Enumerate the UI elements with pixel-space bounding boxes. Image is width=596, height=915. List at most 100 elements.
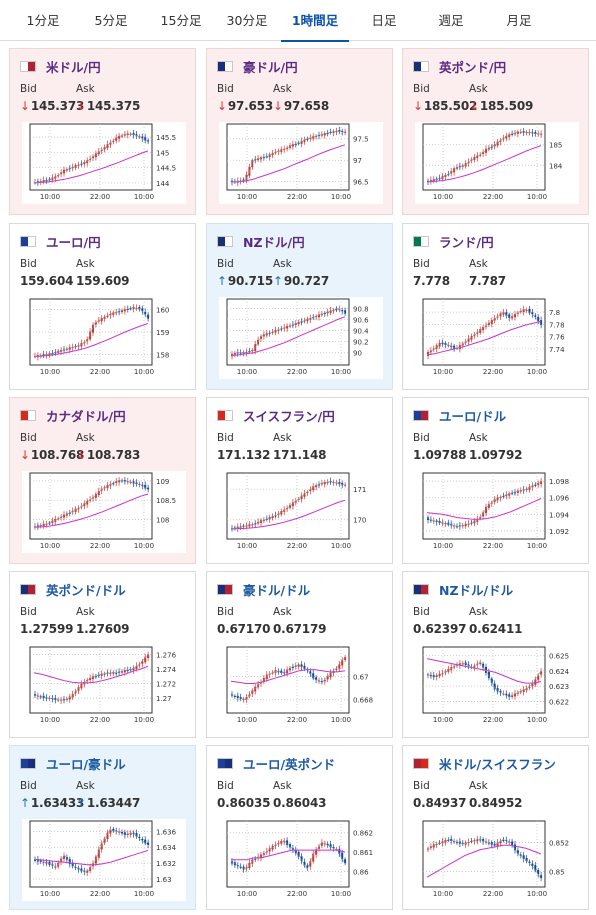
candle-down (138, 836, 141, 839)
currency-card[interactable]: NZドル/円 Bid Ask ↑90.715 ↑90.727 90.8 90.6 9… (206, 223, 393, 390)
candle-up (63, 855, 65, 859)
y-tick-label: 96.5 (353, 179, 369, 187)
currency-card[interactable]: カナダドル/円 Bid Ask ↓108.768 ↓108.783 109 108… (9, 397, 196, 564)
x-tick-label: 10:00 (433, 542, 453, 550)
tab-15min[interactable]: 15分足 (160, 13, 202, 28)
candle-up (476, 519, 479, 522)
bid-value: ↑90.715 (217, 274, 273, 288)
candlestick-chart[interactable]: 145.5 145 144.5 144 10:00 22:00 10:00 (22, 122, 186, 204)
candle-up (80, 683, 83, 689)
currency-card[interactable]: ユーロ/円 Bid Ask 159.604 159.609 160 159 158 1… (9, 223, 196, 390)
y-tick-label: 108.5 (156, 497, 176, 505)
moving-average-line (230, 316, 346, 356)
candle-down (502, 839, 505, 841)
tab-daily[interactable]: 日足 (371, 13, 397, 28)
currency-card[interactable]: 米ドル/円 Bid Ask ↓145.373 ↓145.375 145.5 145… (9, 48, 196, 215)
currency-card[interactable]: 米ドル/スイスフラン Bid Ask 0.84937 0.84952 0.852… (402, 745, 589, 910)
candle-up (499, 497, 502, 499)
candle-down (141, 136, 144, 139)
candlestick-chart[interactable]: 0.852 0.85 10:00 22:00 10:00 (415, 819, 579, 901)
candle-down (294, 143, 297, 145)
candle-up (118, 135, 121, 139)
ask-label: Ask (76, 83, 95, 95)
x-tick-label: 10:00 (527, 716, 547, 724)
candle-up (320, 842, 323, 846)
candle-down (289, 844, 291, 848)
candle-up (86, 870, 89, 873)
candle-up (283, 841, 286, 843)
currency-card[interactable]: 英ポンド/円 Bid Ask ↓185.502 ↓185.509 185 184 1… (402, 48, 589, 215)
y-tick-label: 1.272 (156, 681, 176, 689)
tab-30min[interactable]: 30分足 (226, 13, 268, 28)
candle-up (335, 130, 338, 133)
candle-up (100, 149, 103, 151)
candlestick-chart[interactable]: 109 108.5 108 10:00 22:00 10:00 (22, 471, 186, 553)
chart-canvas: 185 184 10:00 22:00 10:00 (422, 123, 563, 201)
candlestick-chart[interactable]: 1.636 1.634 1.632 1.63 10:00 22:00 10:00 (22, 819, 186, 901)
currency-card[interactable]: ユーロ/豪ドル Bid Ask ↑1.63433 ↑1.63447 1.636 1… (9, 745, 196, 910)
currency-card[interactable]: ユーロ/英ポンド Bid Ask 0.86035 0.86043 0.862 0.… (206, 745, 393, 910)
candle-down (74, 866, 77, 868)
candle-up (320, 134, 323, 136)
flag-eu-jp-icon (20, 235, 36, 247)
candle-down (344, 310, 347, 314)
candle-down (141, 484, 144, 486)
candle-up (487, 504, 490, 508)
candle-up (338, 664, 341, 669)
moving-average-line (231, 144, 346, 183)
tab-monthly[interactable]: 月足 (506, 13, 532, 28)
candle-up (432, 520, 435, 522)
candle-down (493, 683, 496, 690)
x-tick-label: 10:00 (527, 368, 547, 376)
x-tick-label: 10:00 (527, 890, 547, 898)
candlestick-chart[interactable]: 1.098 1.096 1.094 1.092 10:00 22:00 10:00 (415, 471, 579, 553)
tab-1min[interactable]: 1分足 (26, 13, 60, 28)
candle-down (297, 143, 300, 145)
currency-card[interactable]: 豪ドル/円 Bid Ask ↓97.653 ↓97.658 97.5 97 96.5… (206, 48, 393, 215)
x-tick-label: 10:00 (433, 193, 453, 201)
candlestick-chart[interactable]: 0.862 0.861 0.86 10:00 22:00 10:00 (219, 819, 383, 901)
candle-up (309, 137, 312, 139)
candle-up (123, 309, 126, 312)
ask-label: Ask (469, 83, 488, 95)
y-tick-label: 0.624 (549, 668, 570, 676)
x-tick-label: 22:00 (483, 542, 503, 550)
candlestick-chart[interactable]: 0.67 0.668 10:00 22:00 10:00 (219, 645, 383, 727)
currency-card[interactable]: ランド/円 Bid Ask 7.778 7.787 7.8 7.78 7.76 7.7… (402, 223, 589, 390)
candlestick-chart[interactable]: 7.8 7.78 7.76 7.74 10:00 22:00 10:00 (415, 297, 579, 379)
candlestick-chart[interactable]: 160 159 158 10:00 22:00 10:00 (22, 297, 186, 379)
candle-up (482, 151, 485, 154)
candle-up (103, 316, 106, 319)
candle-up (496, 842, 499, 847)
currency-card[interactable]: NZドル/ドル Bid Ask 0.62397 0.62411 0.625 0.6… (402, 571, 589, 738)
currency-card[interactable]: 英ポンド/ドル Bid Ask 1.27599 1.27609 1.276 1.2… (9, 571, 196, 738)
candle-up (109, 484, 112, 486)
flag-uk-jp-icon (413, 60, 429, 72)
candlestick-chart[interactable]: 1.276 1.274 1.272 1.27 10:00 22:00 10:00 (22, 645, 186, 727)
candlestick-chart[interactable]: 90.8 90.6 90.4 90.2 90 10:00 22:00 10:00 (219, 297, 383, 379)
ask-value: ↓97.658 (273, 99, 329, 113)
candlestick-chart[interactable]: 185 184 10:00 22:00 10:00 (415, 122, 579, 204)
y-tick-label: 90.8 (353, 306, 369, 314)
tab-1hour[interactable]: 1時間足 (281, 0, 349, 42)
card-title: スイスフラン/円 (217, 407, 335, 424)
tab-5min[interactable]: 5分足 (94, 13, 128, 28)
x-tick-label: 10:00 (237, 542, 257, 550)
currency-card[interactable]: スイスフラン/円 Bid Ask 171.132 171.148 171 170 1… (206, 397, 393, 564)
candle-up (315, 136, 318, 138)
candle-up (432, 348, 435, 350)
ask-label: Ask (76, 432, 95, 444)
down-arrow-icon: ↓ (76, 448, 86, 462)
x-tick-label: 22:00 (483, 368, 503, 376)
currency-card[interactable]: ユーロ/ドル Bid Ask 1.09788 1.09792 1.098 1.09… (402, 397, 589, 564)
candle-down (309, 671, 312, 674)
currency-card[interactable]: 豪ドル/ドル Bid Ask 0.67170 0.67179 0.67 0.668… (206, 571, 393, 738)
x-tick-label: 10:00 (40, 542, 60, 550)
tab-weekly[interactable]: 週足 (438, 13, 464, 28)
y-tick-label: 1.276 (156, 652, 177, 660)
candlestick-chart[interactable]: 97.5 97 96.5 10:00 22:00 10:00 (219, 122, 383, 204)
candlestick-chart[interactable]: 0.625 0.624 0.623 0.622 10:00 22:00 10:00 (415, 645, 579, 727)
card-title: 英ポンド/円 (413, 58, 506, 75)
candle-down (97, 675, 100, 677)
candlestick-chart[interactable]: 171 170 10:00 22:00 10:00 (219, 471, 383, 553)
